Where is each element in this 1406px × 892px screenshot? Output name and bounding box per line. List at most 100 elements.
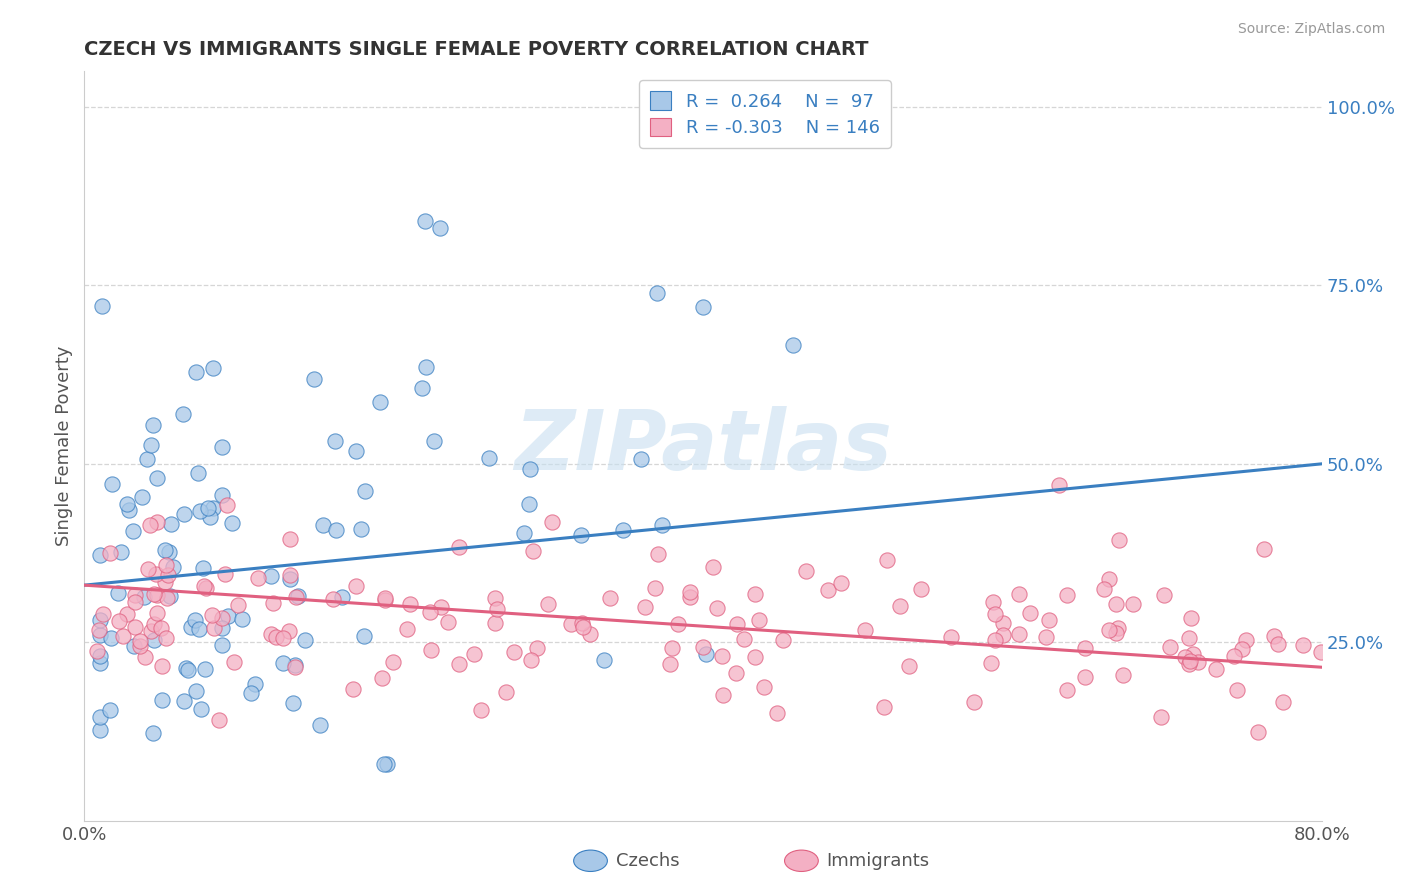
Point (651, 517, 673, 532)
Point (478, 451, 501, 466)
Point (278, 532, 301, 546)
Point (129, 633, 152, 648)
Text: ZIPatlas: ZIPatlas (515, 406, 891, 486)
Point (599, 591, 621, 605)
Point (156, 567, 179, 582)
Point (211, 611, 233, 625)
Point (146, 471, 169, 485)
Point (873, 700, 896, 714)
Point (695, 647, 717, 661)
Point (271, 632, 294, 646)
Point (1105, 597, 1128, 611)
Point (817, 582, 839, 597)
Point (139, 437, 162, 451)
Point (830, 575, 852, 590)
Point (368, 395, 391, 409)
Point (991, 628, 1014, 642)
Point (145, 606, 167, 620)
Point (284, 658, 307, 673)
Point (1253, 541, 1275, 556)
Point (262, 596, 284, 610)
Point (91, 607, 114, 621)
Point (115, 497, 138, 511)
Point (495, 685, 517, 699)
Point (143, 617, 166, 632)
Point (344, 443, 367, 458)
Point (183, 613, 205, 627)
Point (309, 718, 332, 732)
Point (744, 587, 766, 601)
Point (89, 628, 111, 642)
Point (89, 613, 111, 627)
Point (284, 590, 307, 604)
Point (191, 560, 214, 574)
Point (724, 666, 747, 681)
Point (1159, 640, 1181, 654)
Point (246, 571, 269, 585)
Point (322, 591, 344, 606)
Point (1108, 533, 1130, 547)
Point (725, 616, 748, 631)
Point (149, 621, 172, 635)
Point (647, 547, 669, 561)
Point (112, 629, 135, 643)
Point (89, 649, 111, 664)
Point (711, 688, 734, 702)
Point (702, 560, 724, 574)
Point (221, 516, 243, 531)
Point (1223, 649, 1246, 664)
Point (661, 640, 683, 655)
Point (155, 631, 177, 645)
Point (1309, 645, 1331, 659)
Text: Source: ZipAtlas.com: Source: ZipAtlas.com (1237, 22, 1385, 37)
Point (118, 503, 141, 517)
Point (612, 523, 634, 537)
Point (373, 591, 395, 605)
Point (173, 694, 195, 708)
Point (131, 490, 153, 504)
Point (89, 656, 111, 670)
Point (186, 365, 208, 379)
Point (350, 522, 373, 536)
Point (124, 588, 146, 602)
Point (153, 543, 176, 558)
Point (152, 693, 174, 707)
Point (1019, 606, 1042, 620)
Point (278, 568, 301, 582)
Point (382, 655, 405, 669)
Point (214, 567, 236, 582)
Point (122, 524, 145, 538)
Point (983, 633, 1005, 648)
Point (180, 620, 202, 634)
Point (449, 541, 471, 555)
Point (1292, 638, 1315, 652)
Point (963, 695, 986, 709)
Point (115, 607, 138, 621)
Point (645, 285, 668, 300)
Point (100, 476, 122, 491)
Point (1035, 630, 1057, 644)
Point (136, 452, 159, 467)
Point (194, 581, 217, 595)
Point (1226, 682, 1249, 697)
Point (1007, 627, 1029, 641)
Point (159, 589, 181, 603)
Point (89, 723, 111, 738)
Point (287, 589, 309, 603)
Point (146, 515, 169, 529)
Text: Immigrants: Immigrants (827, 852, 929, 870)
Point (592, 653, 614, 667)
Point (1047, 478, 1070, 492)
Point (107, 586, 129, 600)
Point (1092, 582, 1115, 596)
Point (692, 640, 714, 654)
Point (122, 639, 145, 653)
Point (201, 500, 224, 515)
Point (1056, 589, 1078, 603)
Y-axis label: Single Female Poverty: Single Female Poverty (55, 346, 73, 546)
Point (243, 677, 266, 691)
Point (1178, 655, 1201, 669)
Point (157, 544, 180, 558)
Point (187, 622, 209, 636)
Point (470, 703, 492, 717)
